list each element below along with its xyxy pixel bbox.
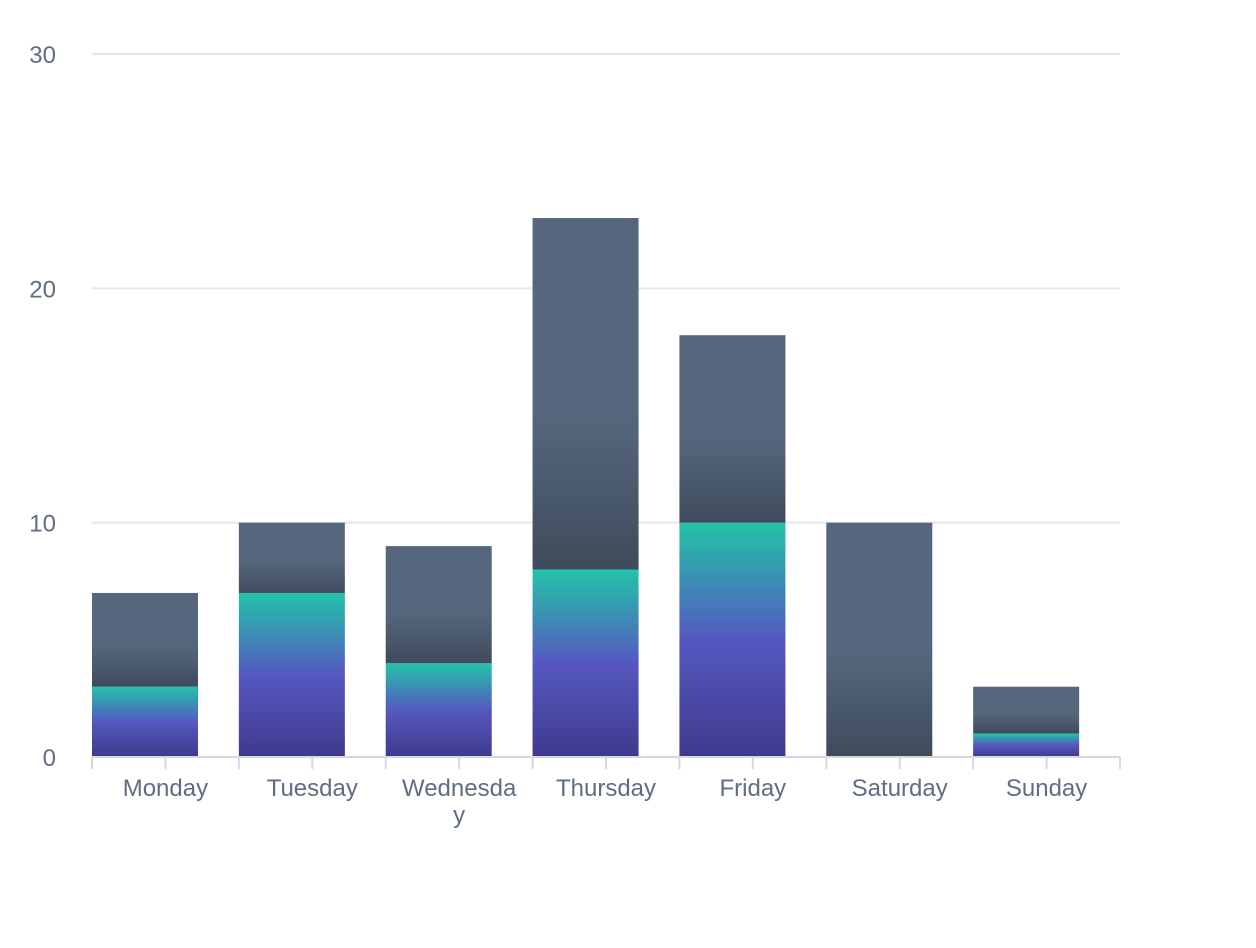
bars <box>92 218 1080 757</box>
y-tick-label-0: 0 <box>43 745 56 772</box>
x-tick-label-wednesday: Wednesda y <box>402 775 517 829</box>
bar-wednesday-series-2 <box>385 546 492 664</box>
y-axis-tick-labels: 0 10 20 30 <box>29 42 56 772</box>
y-tick-label-30: 30 <box>29 42 56 69</box>
y-tick-label-20: 20 <box>29 276 56 303</box>
x-axis-tick-labels: Monday Tuesday Wednesda y Thursday Friday Satu… <box>123 775 1088 829</box>
bar-thursday-series-2 <box>532 218 639 570</box>
bar-thursday-series-1 <box>532 569 639 757</box>
x-tick-label-tuesday: Tuesday <box>267 775 358 802</box>
bar-saturday-series-2 <box>826 522 933 757</box>
bar-friday-series-2 <box>679 335 786 523</box>
x-tick-label-sunday: Sunday <box>1006 775 1087 802</box>
y-tick-label-10: 10 <box>29 511 56 538</box>
x-tick-label-saturday: Saturday <box>852 775 948 802</box>
bar-tuesday-series-2 <box>238 522 345 593</box>
bar-tuesday-series-1 <box>238 592 345 757</box>
x-axis <box>91 756 1121 769</box>
bar-monday-series-1 <box>92 686 198 757</box>
bar-monday-series-2 <box>92 592 198 687</box>
bar-sunday-series-1 <box>973 733 1080 757</box>
x-tick-label-thursday: Thursday <box>556 775 656 802</box>
x-tick-label-friday: Friday <box>720 775 787 802</box>
bar-friday-series-1 <box>679 522 786 757</box>
x-tick-label-monday: Monday <box>123 775 208 802</box>
bar-wednesday-series-1 <box>385 663 492 757</box>
bar-sunday-series-2 <box>973 686 1080 734</box>
